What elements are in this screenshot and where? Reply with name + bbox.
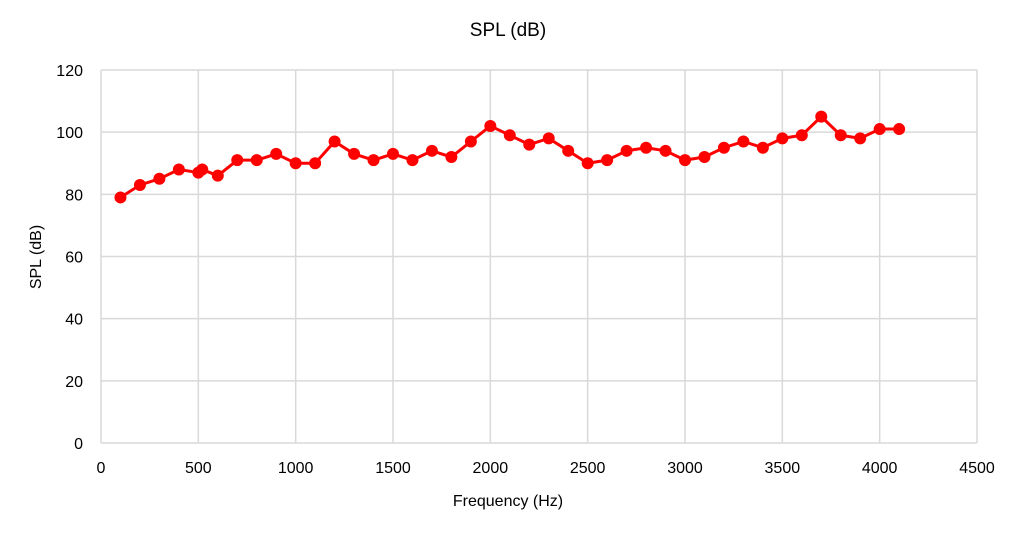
data-point-marker [328, 135, 341, 148]
data-point-marker [854, 132, 867, 145]
x-tick-label: 1500 [375, 460, 411, 477]
data-point-marker [737, 135, 750, 148]
data-point-marker [196, 163, 209, 176]
y-axis-label: SPL (dB) [28, 225, 45, 289]
data-point-marker [387, 147, 399, 160]
y-tick-label: 60 [65, 250, 83, 267]
y-tick-label: 100 [56, 125, 83, 142]
x-tick-label: 4500 [959, 460, 995, 477]
y-tick-label: 0 [74, 436, 83, 453]
data-point-marker [367, 154, 380, 167]
y-axis-ticks: 0 20 40 60 80 100 120 [56, 63, 83, 453]
y-tick-label: 120 [56, 63, 83, 80]
data-point-marker [309, 157, 322, 170]
data-point-marker [348, 147, 361, 160]
x-tick-label: 1000 [278, 460, 314, 477]
data-point-marker [250, 154, 263, 167]
x-tick-label: 2000 [473, 460, 509, 477]
data-point-marker [776, 132, 789, 145]
data-point-marker [659, 144, 672, 157]
data-point-marker [406, 154, 419, 167]
data-point-marker [893, 123, 906, 136]
data-point-marker [133, 179, 146, 192]
data-point-marker [464, 135, 477, 148]
gridlines [100, 69, 978, 444]
x-axis-label: Frequency (Hz) [453, 493, 563, 510]
data-point-marker [717, 141, 730, 154]
data-point-marker [289, 157, 302, 170]
data-point-marker [153, 172, 166, 185]
data-series [114, 110, 906, 204]
data-point-marker [172, 163, 185, 176]
data-point-marker [640, 141, 653, 154]
data-point-marker [231, 154, 244, 167]
chart-title: SPL (dB) [470, 20, 546, 41]
data-point-marker [581, 157, 594, 170]
data-point-marker [484, 119, 497, 132]
data-point-marker [542, 132, 555, 145]
x-axis-ticks: 0 500 1000 1500 2000 2500 3000 3500 4000 4500 [97, 460, 995, 477]
data-point-marker [523, 138, 536, 151]
x-tick-label: 2500 [570, 460, 606, 477]
y-tick-label: 80 [65, 187, 83, 204]
x-tick-label: 0 [97, 460, 106, 477]
data-point-marker [698, 151, 711, 164]
data-point-marker [114, 191, 127, 204]
data-point-marker [679, 154, 691, 167]
data-point-marker [601, 154, 614, 167]
data-point-marker [620, 144, 633, 157]
data-point-marker [503, 129, 516, 142]
data-point-marker [873, 123, 886, 136]
data-point-marker [425, 144, 438, 157]
x-tick-label: 500 [185, 460, 212, 477]
data-point-marker [211, 169, 224, 182]
data-point-marker [815, 110, 828, 123]
data-point-marker [270, 147, 283, 160]
data-point-marker [445, 151, 458, 164]
data-point-marker [562, 144, 575, 157]
x-tick-label: 3500 [765, 460, 801, 477]
data-point-marker [756, 141, 769, 154]
data-point-marker [834, 129, 847, 142]
data-point-marker [795, 129, 808, 142]
y-tick-label: 40 [65, 312, 83, 329]
x-tick-label: 3000 [667, 460, 703, 477]
y-tick-label: 20 [65, 374, 83, 391]
x-tick-label: 4000 [862, 460, 898, 477]
